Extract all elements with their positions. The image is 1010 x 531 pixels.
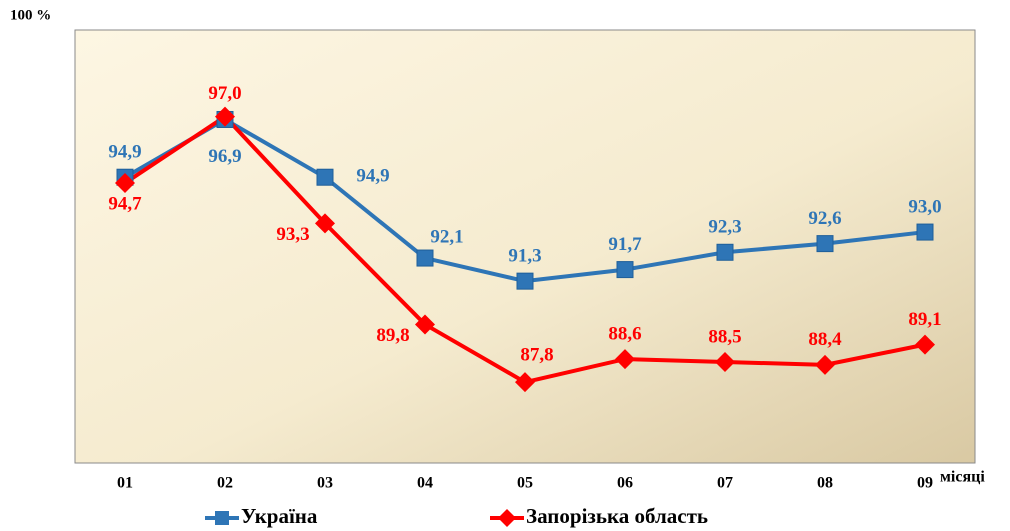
marker (115, 172, 135, 193)
legend-marker (215, 511, 229, 525)
data-label: 96,9 (208, 146, 241, 167)
x-tick-label: 03 (317, 475, 333, 492)
data-label: 88,5 (708, 326, 741, 347)
x-tick-label: 01 (117, 475, 133, 492)
marker (615, 349, 635, 370)
marker (215, 106, 235, 127)
marker (816, 235, 834, 253)
x-axis-label: місяці (940, 469, 985, 486)
x-tick-label: 08 (817, 475, 833, 492)
data-label: 97,0 (208, 83, 241, 104)
legend-label: Запорізька область (526, 504, 708, 528)
marker (716, 243, 734, 261)
legend-marker (498, 509, 516, 527)
marker (616, 261, 634, 279)
marker (815, 354, 835, 375)
marker (516, 272, 534, 290)
marker (715, 351, 735, 372)
data-label: 88,6 (608, 323, 641, 344)
x-tick-label: 06 (617, 475, 633, 492)
x-tick-label: 07 (717, 475, 733, 492)
data-label: 92,1 (430, 226, 463, 247)
marker (416, 249, 434, 267)
data-label: 94,9 (108, 142, 141, 163)
data-label: 89,8 (376, 325, 409, 346)
data-label: 89,1 (908, 309, 941, 330)
marker (316, 168, 334, 186)
marker (915, 334, 935, 355)
data-label: 91,7 (608, 234, 642, 255)
y-axis-label: 100 % (10, 7, 51, 23)
data-label: 93,3 (276, 224, 309, 245)
marker (515, 372, 535, 393)
data-label: 92,3 (708, 217, 741, 238)
data-label: 92,6 (808, 208, 841, 229)
marker (916, 223, 934, 241)
x-tick-label: 09 (917, 475, 933, 492)
x-tick-label: 05 (517, 475, 533, 492)
data-label: 87,8 (520, 345, 553, 366)
data-label: 94,7 (108, 193, 142, 214)
marker (415, 314, 435, 335)
x-tick-label: 02 (217, 475, 233, 492)
data-label: 93,0 (908, 196, 941, 217)
legend-label: Україна (241, 504, 318, 528)
data-label: 88,4 (808, 329, 842, 350)
data-label: 94,9 (356, 166, 389, 187)
x-tick-label: 04 (417, 475, 433, 492)
marker (315, 213, 335, 234)
data-label: 91,3 (508, 245, 541, 266)
